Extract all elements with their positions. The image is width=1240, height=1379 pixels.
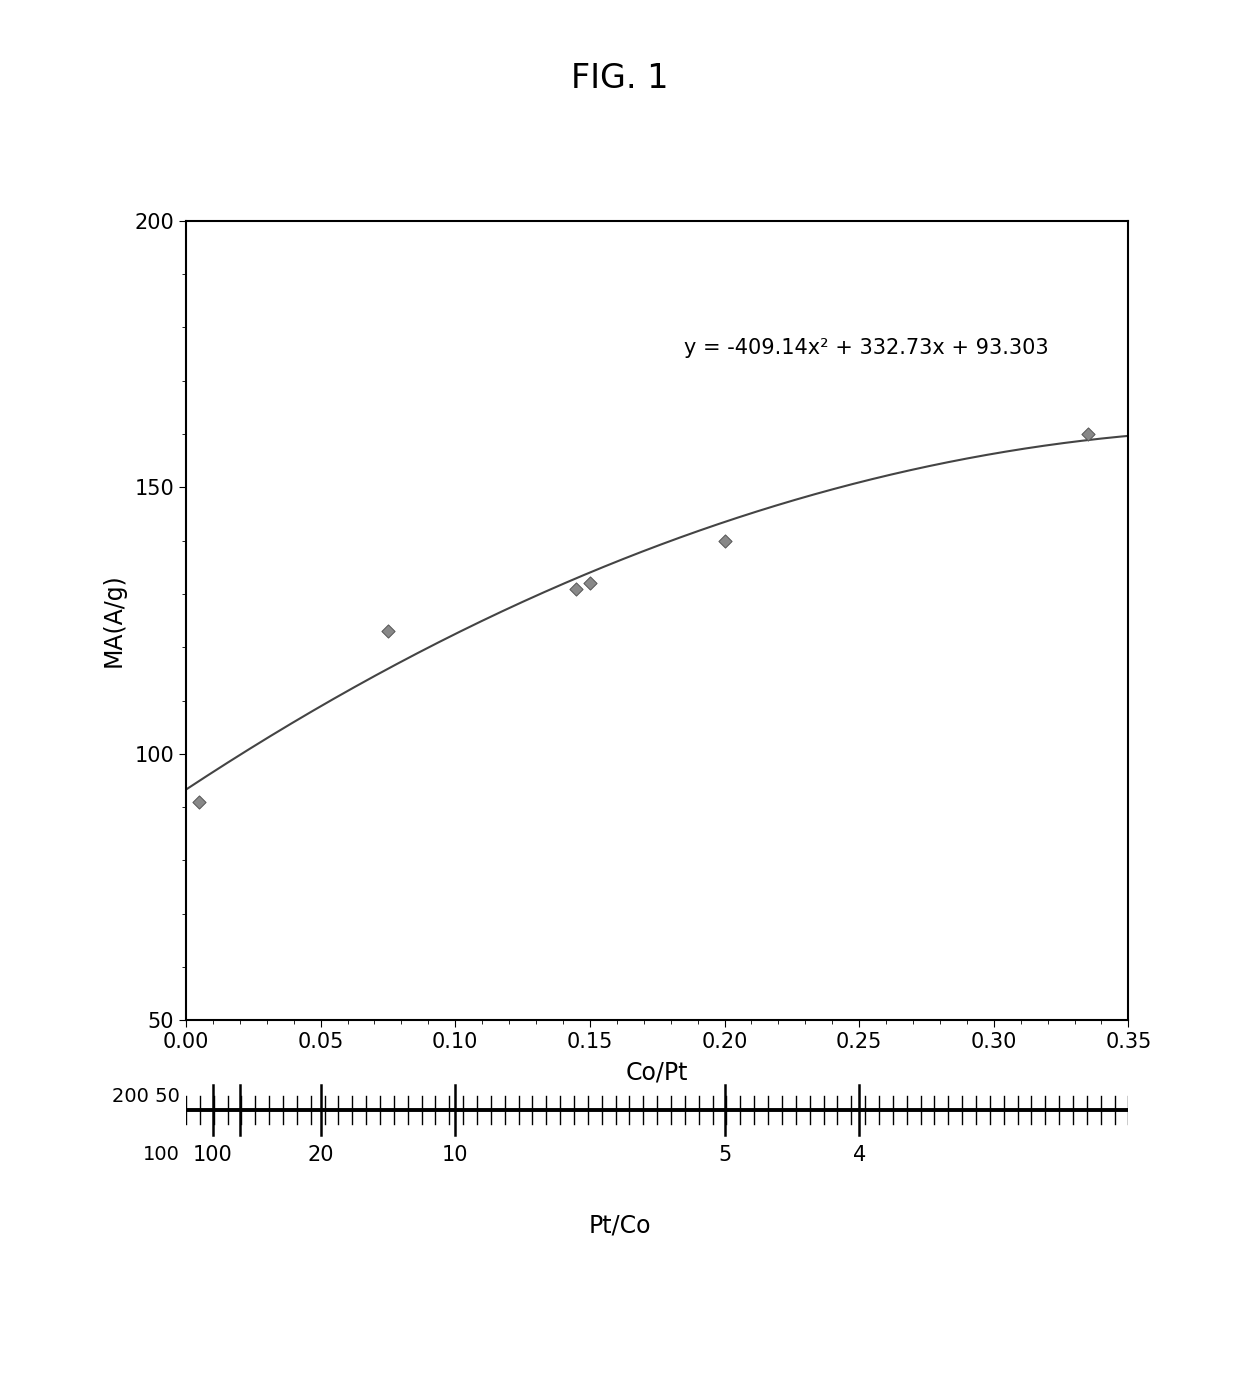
Point — [190, 790, 210, 812]
Text: Pt/Co: Pt/Co — [589, 1214, 651, 1237]
Text: FIG. 1: FIG. 1 — [572, 62, 668, 95]
Text: 20: 20 — [308, 1145, 334, 1165]
X-axis label: Co/Pt: Co/Pt — [626, 1060, 688, 1085]
Text: y = -409.14x² + 332.73x + 93.303: y = -409.14x² + 332.73x + 93.303 — [684, 338, 1049, 359]
Point — [580, 572, 600, 594]
Text: 200 50: 200 50 — [112, 1087, 180, 1106]
Text: 5: 5 — [718, 1145, 732, 1165]
Point — [378, 621, 398, 643]
Y-axis label: MA(A/g): MA(A/g) — [102, 574, 126, 667]
Point — [1078, 423, 1097, 445]
Point — [567, 578, 587, 600]
Point — [714, 530, 734, 552]
Text: 100: 100 — [143, 1145, 180, 1164]
Text: 4: 4 — [853, 1145, 866, 1165]
Text: 10: 10 — [441, 1145, 469, 1165]
Text: 100: 100 — [193, 1145, 233, 1165]
